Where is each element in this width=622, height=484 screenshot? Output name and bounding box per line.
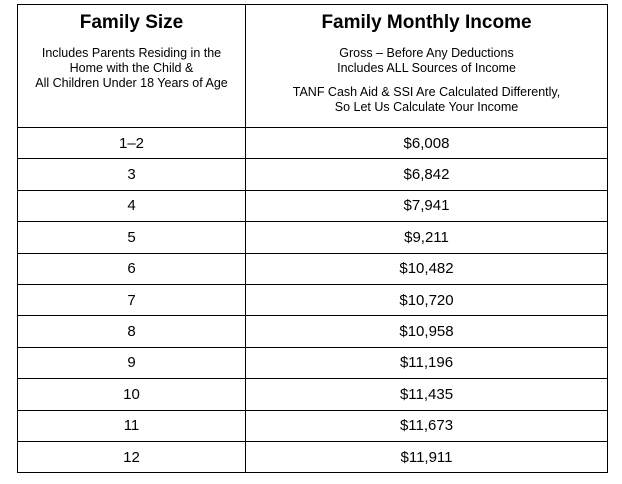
table-row: 1–2 $6,008 [17, 126, 608, 160]
family-size: 8 [17, 315, 246, 348]
note-line: TANF Cash Aid & SSI Are Calculated Diffe… [292, 85, 561, 99]
note-line: Gross – Before Any Deductions [339, 46, 514, 60]
monthly-income: $10,482 [245, 252, 608, 285]
column-title: Family Monthly Income [321, 12, 532, 33]
family-size: 3 [17, 158, 246, 191]
monthly-income: $11,196 [245, 346, 608, 380]
column-note: Includes Parents Residing in the Home wit… [18, 46, 245, 91]
table-row: 4 $7,941 [17, 189, 608, 223]
note-line: So Let Us Calculate Your Income [334, 100, 519, 114]
monthly-income: $10,720 [245, 283, 608, 317]
monthly-income: $9,211 [245, 221, 608, 254]
family-size: 10 [17, 378, 246, 411]
table-row: 12 $11,911 [17, 440, 608, 474]
monthly-income: $11,673 [245, 409, 608, 442]
table-row: 3 $6,842 [17, 158, 608, 191]
column-note: Gross – Before Any Deductions Includes AL… [246, 46, 607, 76]
monthly-income: $11,435 [245, 378, 608, 411]
header-cell: Family Monthly Income Gross – Before Any … [245, 4, 608, 128]
family-size: 1–2 [17, 126, 246, 160]
monthly-income: $6,008 [245, 126, 608, 160]
table-row: 11 $11,673 [17, 409, 608, 442]
header-row: Family Size Includes Parents Residing in … [17, 4, 608, 128]
table-row: 5 $9,211 [17, 221, 608, 254]
note-line: Includes ALL Sources of Income [337, 61, 516, 75]
column-title: Family Size [79, 12, 184, 33]
table-row: 9 $11,196 [17, 346, 608, 380]
note-line: All Children Under 18 Years of Age [35, 76, 228, 90]
header-cell: Family Size Includes Parents Residing in … [17, 4, 246, 128]
table-row: 6 $10,482 [17, 252, 608, 285]
income-table: Family Size Includes Parents Residing in … [17, 4, 608, 474]
family-size: 11 [17, 409, 246, 442]
family-size: 9 [17, 346, 246, 380]
family-size: 12 [17, 440, 246, 474]
note-line: Home with the Child & [69, 61, 194, 75]
family-size: 5 [17, 221, 246, 254]
table-row: 10 $11,435 [17, 378, 608, 411]
monthly-income: $10,958 [245, 315, 608, 348]
table-row: 8 $10,958 [17, 315, 608, 348]
monthly-income: $6,842 [245, 158, 608, 191]
column-note: TANF Cash Aid & SSI Are Calculated Diffe… [246, 85, 607, 115]
monthly-income: $11,911 [245, 440, 608, 474]
monthly-income: $7,941 [245, 189, 608, 223]
family-size: 4 [17, 189, 246, 223]
table-row: 7 $10,720 [17, 283, 608, 317]
note-line: Includes Parents Residing in the [41, 46, 222, 60]
family-size: 7 [17, 283, 246, 317]
family-size: 6 [17, 252, 246, 285]
table-body: 1–2 $6,008 3 $6,842 4 $7,941 5 $9,211 6 $10,482 7 $… [17, 126, 608, 474]
